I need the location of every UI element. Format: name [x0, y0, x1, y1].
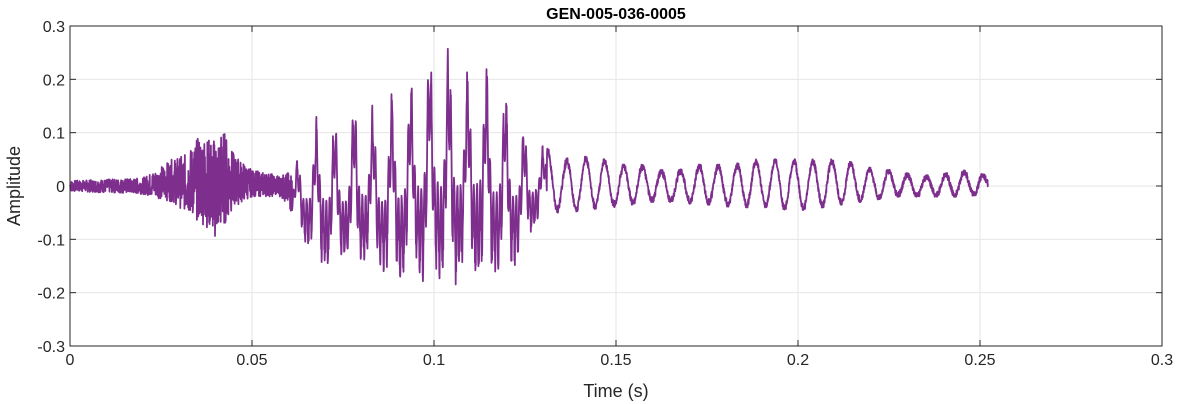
x-tick-label: 0.1 — [423, 352, 445, 369]
plot-frame — [69, 25, 1163, 347]
x-tick-label: 0.25 — [964, 352, 995, 369]
x-tick-label: 0 — [66, 352, 75, 369]
y-tick-label: 0.2 — [43, 72, 65, 89]
y-axis-label: Amplitude — [4, 146, 24, 226]
y-tick-label: -0.3 — [37, 339, 65, 356]
x-tick-labels: 0 0.05 0.1 0.15 0.2 0.25 0.3 — [66, 352, 1174, 369]
y-tick-label: -0.1 — [37, 232, 65, 249]
y-tick-labels: -0.3 -0.2 -0.1 0 0.1 0.2 0.3 — [37, 19, 65, 356]
waveform-line — [69, 47, 989, 286]
y-tick-label: 0.3 — [43, 19, 65, 36]
chart-title: GEN-005-036-0005 — [546, 6, 686, 23]
x-axis-label: Time (s) — [583, 381, 648, 401]
x-tick-label: 0.05 — [236, 352, 267, 369]
x-tick-label: 0.15 — [600, 352, 631, 369]
y-tick-label: 0.1 — [43, 126, 65, 143]
x-tick-label: 0.3 — [1151, 352, 1173, 369]
waveform-series — [69, 47, 989, 286]
x-tick-label: 0.2 — [787, 352, 809, 369]
y-tick-label: -0.2 — [37, 286, 65, 303]
y-tick-label: 0 — [56, 179, 65, 196]
